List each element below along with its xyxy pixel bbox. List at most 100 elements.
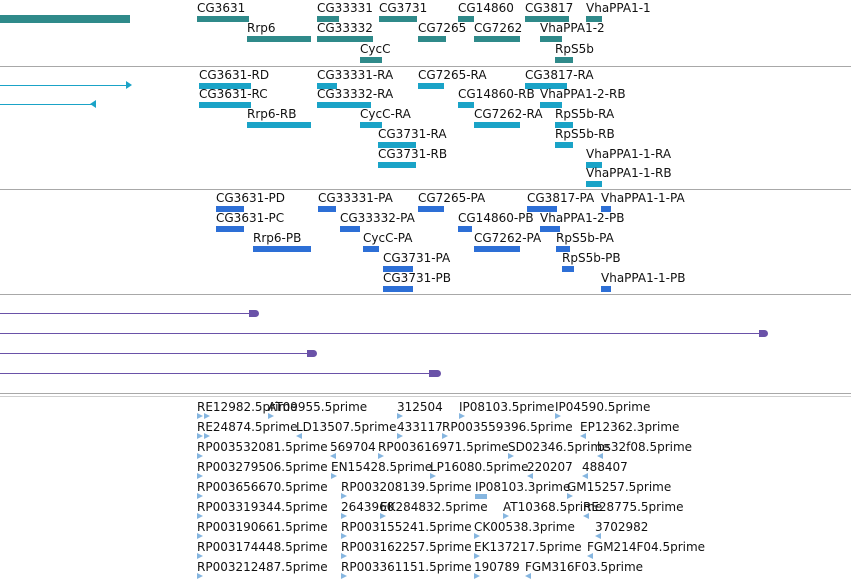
transcript-bar[interactable] bbox=[586, 162, 602, 168]
transcript-bar[interactable] bbox=[317, 102, 371, 108]
est-label[interactable]: EP12362.3prime bbox=[580, 420, 680, 434]
est-marker[interactable] bbox=[474, 553, 480, 559]
protein-bar[interactable] bbox=[601, 206, 611, 212]
est-marker[interactable] bbox=[430, 473, 436, 479]
gene-label[interactable]: CycC bbox=[360, 42, 391, 56]
protein-label[interactable]: RpS5b-PB bbox=[562, 251, 621, 265]
alignment-line[interactable] bbox=[0, 373, 434, 374]
est-label[interactable]: RP003174448.5prime bbox=[197, 540, 328, 554]
protein-bar[interactable] bbox=[383, 266, 413, 272]
gene-label[interactable]: CG3631 bbox=[197, 1, 246, 15]
transcript-bar[interactable] bbox=[378, 142, 416, 148]
protein-bar[interactable] bbox=[562, 266, 574, 272]
est-label[interactable]: RP003279506.5prime bbox=[197, 460, 328, 474]
est-marker[interactable] bbox=[331, 473, 337, 479]
est-label[interactable]: FGM316F03.5prime bbox=[525, 560, 644, 574]
est-label[interactable]: IP08103.5prime bbox=[459, 400, 555, 414]
transcript-line[interactable] bbox=[0, 104, 96, 105]
gene-label[interactable]: CG7265 bbox=[418, 21, 467, 35]
transcript-label[interactable]: CG7262-RA bbox=[474, 107, 543, 121]
gene-bar[interactable] bbox=[247, 36, 311, 42]
est-label[interactable]: 488407 bbox=[582, 460, 628, 474]
transcript-label[interactable]: Rrp6-RB bbox=[247, 107, 297, 121]
gene-label[interactable]: CG14860 bbox=[458, 1, 514, 15]
protein-bar[interactable] bbox=[556, 246, 570, 252]
protein-bar[interactable] bbox=[318, 206, 336, 212]
transcript-label[interactable]: CG7265-RA bbox=[418, 68, 487, 82]
est-label[interactable]: 2643960 bbox=[341, 500, 395, 514]
gene-label[interactable]: Rrp6 bbox=[247, 21, 276, 35]
est-label[interactable]: EN15428.5prime bbox=[331, 460, 433, 474]
est-marker[interactable] bbox=[474, 533, 480, 539]
gene-bar[interactable] bbox=[0, 15, 130, 23]
est-label[interactable]: CK00538.3prime bbox=[474, 520, 575, 534]
protein-bar[interactable] bbox=[216, 206, 244, 212]
est-marker[interactable] bbox=[341, 513, 347, 519]
protein-bar[interactable] bbox=[383, 286, 413, 292]
gene-label[interactable]: VhaPPA1-2 bbox=[540, 21, 605, 35]
gene-label[interactable]: CG33331 bbox=[317, 1, 373, 15]
protein-bar[interactable] bbox=[601, 286, 611, 292]
est-marker[interactable] bbox=[474, 573, 480, 579]
est-marker[interactable] bbox=[595, 533, 601, 539]
alignment-block[interactable] bbox=[249, 310, 259, 317]
est-marker[interactable] bbox=[341, 553, 347, 559]
est-label[interactable]: RP003656670.5prime bbox=[197, 480, 328, 494]
est-label[interactable]: 433117 bbox=[397, 420, 443, 434]
transcript-bar[interactable] bbox=[458, 102, 474, 108]
est-label[interactable]: LD13507.5prime bbox=[296, 420, 397, 434]
est-marker[interactable] bbox=[197, 413, 203, 419]
transcript-label[interactable]: CG33331-RA bbox=[317, 68, 394, 82]
transcript-label[interactable]: RpS5b-RA bbox=[555, 107, 615, 121]
est-marker[interactable] bbox=[508, 453, 514, 459]
transcript-bar[interactable] bbox=[540, 102, 562, 108]
est-label[interactable]: RP003559396.5prime bbox=[442, 420, 573, 434]
gene-bar[interactable] bbox=[474, 36, 520, 42]
protein-label[interactable]: CG3631-PC bbox=[216, 211, 285, 225]
est-label[interactable]: RP003361151.5prime bbox=[341, 560, 472, 574]
gene-label[interactable]: CG3817 bbox=[525, 1, 574, 15]
gene-bar[interactable] bbox=[317, 16, 339, 22]
protein-label[interactable]: CG7262-PA bbox=[474, 231, 542, 245]
est-label[interactable]: 190789 bbox=[474, 560, 520, 574]
est-label[interactable]: IP08103.3prime bbox=[475, 480, 571, 494]
protein-label[interactable]: CG7265-PA bbox=[418, 191, 486, 205]
est-label[interactable]: RP003616971.5prime bbox=[378, 440, 509, 454]
est-marker[interactable] bbox=[296, 433, 302, 439]
est-label[interactable]: EK137217.5prime bbox=[474, 540, 582, 554]
protein-bar[interactable] bbox=[474, 246, 520, 252]
gene-bar[interactable] bbox=[418, 36, 446, 42]
est-label[interactable]: 569704 bbox=[330, 440, 376, 454]
est-label[interactable]: IP04590.5prime bbox=[555, 400, 651, 414]
est-marker[interactable] bbox=[503, 513, 509, 519]
transcript-line[interactable] bbox=[0, 85, 130, 86]
est-label[interactable]: AT10368.5prime bbox=[503, 500, 603, 514]
protein-label[interactable]: Rrp6-PB bbox=[253, 231, 302, 245]
est-label[interactable]: FGM214F04.5prime bbox=[587, 540, 706, 554]
protein-label[interactable]: CG33331-PA bbox=[318, 191, 393, 205]
transcript-bar[interactable] bbox=[525, 83, 567, 89]
est-label[interactable]: RP003190661.5prime bbox=[197, 520, 328, 534]
est-marker[interactable] bbox=[330, 453, 336, 459]
gene-label[interactable]: CG3731 bbox=[379, 1, 428, 15]
transcript-label[interactable]: CG14860-RB bbox=[458, 87, 535, 101]
transcript-bar[interactable] bbox=[360, 122, 382, 128]
protein-label[interactable]: VhaPPA1-2-PB bbox=[540, 211, 625, 225]
transcript-bar[interactable] bbox=[555, 122, 573, 128]
est-marker[interactable] bbox=[397, 413, 403, 419]
est-marker[interactable] bbox=[341, 533, 347, 539]
protein-bar[interactable] bbox=[527, 206, 557, 212]
protein-bar[interactable] bbox=[458, 226, 472, 232]
transcript-bar[interactable] bbox=[317, 83, 337, 89]
transcript-label[interactable]: CG3631-RD bbox=[199, 68, 270, 82]
protein-label[interactable]: CycC-PA bbox=[363, 231, 413, 245]
est-marker[interactable] bbox=[204, 433, 210, 439]
transcript-bar[interactable] bbox=[474, 122, 520, 128]
gene-bar[interactable] bbox=[458, 16, 474, 22]
alignment-block[interactable] bbox=[429, 370, 441, 377]
gene-bar[interactable] bbox=[379, 16, 417, 22]
est-marker[interactable] bbox=[459, 413, 465, 419]
gene-bar[interactable] bbox=[360, 57, 382, 63]
est-marker[interactable] bbox=[527, 473, 533, 479]
est-label[interactable]: bs32f08.5prime bbox=[597, 440, 693, 454]
